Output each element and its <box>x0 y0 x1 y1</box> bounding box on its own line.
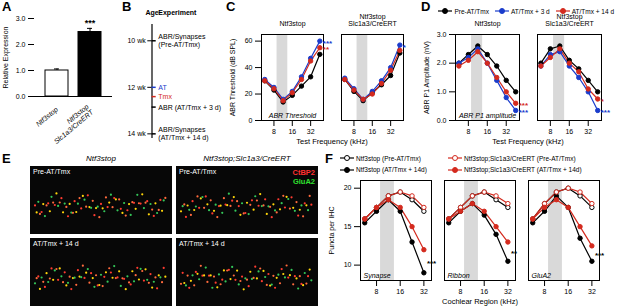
svg-text:2.0: 2.0 <box>16 41 26 48</box>
svg-text:Ntf3stopSlc1a3/CreERT: Ntf3stopSlc1a3/CreERT <box>48 103 95 145</box>
svg-text:GluA2: GluA2 <box>532 272 552 279</box>
svg-text:8: 8 <box>272 128 276 135</box>
svg-text:ABR P1 Amplitude (nV): ABR P1 Amplitude (nV) <box>423 41 431 114</box>
html-text:Ntf3stop;Slc1a3/CreERT (Pre-AT: Ntf3stop;Slc1a3/CreERT (Pre-AT/Tmx) <box>464 154 576 162</box>
svg-text:8: 8 <box>352 128 356 135</box>
html-text:AT/Tmx + 14 d: AT/Tmx + 14 d <box>33 240 79 247</box>
svg-text:32: 32 <box>588 288 596 295</box>
svg-text:***: *** <box>85 18 96 28</box>
svg-text:32: 32 <box>420 288 428 295</box>
html-text:AT/Tmx + 3 d: AT/Tmx + 3 d <box>511 7 550 15</box>
svg-text:Ntf3stop: Ntf3stop <box>35 106 60 129</box>
svg-text:**: ** <box>511 249 518 258</box>
svg-text:AT: AT <box>158 84 167 91</box>
html-text:F: F <box>325 151 333 166</box>
html-text:Ntf3stop (AT/Tmx + 14d): Ntf3stop (AT/Tmx + 14d) <box>356 166 427 174</box>
svg-text:20: 20 <box>245 90 253 97</box>
svg-text:Experiment: Experiment <box>158 9 197 17</box>
html-text:Pre-AT/Tmx: Pre-AT/Tmx <box>33 168 71 175</box>
svg-text:***: *** <box>427 259 437 268</box>
svg-text:8: 8 <box>375 288 379 295</box>
svg-text:60: 60 <box>245 37 253 44</box>
svg-text:32: 32 <box>387 128 395 135</box>
svg-text:Relative Expression: Relative Expression <box>2 26 10 88</box>
html-text:Pre-AT/Tmx: Pre-AT/Tmx <box>454 7 489 15</box>
svg-text:Synapse: Synapse <box>364 272 391 280</box>
html-text:AT/Tmx + 14 d: AT/Tmx + 14 d <box>179 240 225 247</box>
svg-text:*: * <box>403 43 407 52</box>
svg-text:10: 10 <box>344 261 352 268</box>
svg-text:Ntf3stop: Ntf3stop <box>474 20 500 28</box>
svg-text:16: 16 <box>564 288 572 295</box>
svg-text:ABR (AT/Tmx + 3 d): ABR (AT/Tmx + 3 d) <box>158 104 221 112</box>
svg-text:**: ** <box>323 45 330 54</box>
svg-text:3.0: 3.0 <box>437 31 447 38</box>
html-text:Ntf3stop;Slc1a3/CreERT: Ntf3stop;Slc1a3/CreERT <box>203 154 291 163</box>
svg-text:8: 8 <box>466 128 470 135</box>
html-text:C: C <box>226 0 236 14</box>
svg-text:12 wk: 12 wk <box>127 84 146 91</box>
svg-text:Ntf3stopSlc1a3/CreERT: Ntf3stopSlc1a3/CreERT <box>545 13 594 27</box>
svg-text:14 wk: 14 wk <box>127 130 146 137</box>
svg-text:15: 15 <box>344 223 352 230</box>
html-text:Test Frequency (kHz): Test Frequency (kHz) <box>296 137 368 146</box>
svg-text:32: 32 <box>584 128 592 135</box>
svg-text:10 wk: 10 wk <box>127 37 146 44</box>
html-text:Cochlear Region (kHz): Cochlear Region (kHz) <box>442 297 518 306</box>
svg-text:ABR/Synapses(AT/Tmx + 14 d): ABR/Synapses(AT/Tmx + 14 d) <box>158 126 208 142</box>
html-text:D: D <box>421 0 431 14</box>
svg-text:ABR/Synapses(Pre-AT/Tmx): ABR/Synapses(Pre-AT/Tmx) <box>158 33 206 49</box>
svg-text:16: 16 <box>480 288 488 295</box>
svg-text:***: *** <box>519 101 529 110</box>
html-text:GluA2: GluA2 <box>292 177 315 186</box>
html-text:Ntf3stop (Pre-AT/Tmx): Ntf3stop (Pre-AT/Tmx) <box>356 154 421 162</box>
html-text:Ntf3stop: Ntf3stop <box>86 154 116 163</box>
svg-text:16: 16 <box>368 128 376 135</box>
svg-text:Ntf3stopSlc1a3/CreERT: Ntf3stopSlc1a3/CreERT <box>348 13 397 27</box>
svg-text:8: 8 <box>459 288 463 295</box>
svg-text:Tmx: Tmx <box>158 93 172 100</box>
svg-text:1.0: 1.0 <box>437 88 447 95</box>
html-text:CtBP2: CtBP2 <box>292 168 315 177</box>
svg-text:Age: Age <box>145 9 158 17</box>
svg-text:40: 40 <box>245 64 253 71</box>
html-text:Ntf3stop;Slc1a3/CreERT (AT/Tmx: Ntf3stop;Slc1a3/CreERT (AT/Tmx + 14d) <box>464 166 582 174</box>
svg-text:0.0: 0.0 <box>16 93 26 100</box>
svg-text:***: *** <box>601 108 611 117</box>
html-text:B: B <box>122 0 132 14</box>
svg-text:16: 16 <box>483 128 491 135</box>
svg-text:16: 16 <box>288 128 296 135</box>
svg-text:16: 16 <box>565 128 573 135</box>
svg-text:3.0: 3.0 <box>16 15 26 22</box>
svg-text:ABR Threshold: ABR Threshold <box>268 112 318 119</box>
html-text:A: A <box>2 0 12 14</box>
svg-text:0.0: 0.0 <box>437 117 447 124</box>
svg-text:Ntf3stop: Ntf3stop <box>279 20 305 28</box>
svg-text:1.0: 1.0 <box>16 67 26 74</box>
svg-text:0: 0 <box>249 117 253 124</box>
html-text:Pre-AT/Tmx: Pre-AT/Tmx <box>179 168 217 175</box>
svg-text:8: 8 <box>548 128 552 135</box>
svg-text:ABR Threshold (dB SPL): ABR Threshold (dB SPL) <box>229 39 237 117</box>
svg-text:32: 32 <box>504 288 512 295</box>
svg-text:16: 16 <box>396 288 404 295</box>
html-text:AT/Tmx + 14 d: AT/Tmx + 14 d <box>571 7 614 15</box>
svg-text:*: * <box>601 97 605 106</box>
html-text:Test Frequency (kHz): Test Frequency (kHz) <box>492 137 564 146</box>
svg-text:32: 32 <box>307 128 315 135</box>
svg-text:Ribbon: Ribbon <box>448 272 470 279</box>
svg-text:20: 20 <box>344 184 352 191</box>
svg-text:***: *** <box>595 251 605 260</box>
svg-text:Puncta per IHC: Puncta per IHC <box>328 207 336 255</box>
svg-text:8: 8 <box>543 288 547 295</box>
html-text:E: E <box>2 151 11 166</box>
svg-text:2.0: 2.0 <box>437 59 447 66</box>
svg-text:ABR P1 amplitude: ABR P1 amplitude <box>458 112 516 120</box>
svg-text:32: 32 <box>502 128 510 135</box>
